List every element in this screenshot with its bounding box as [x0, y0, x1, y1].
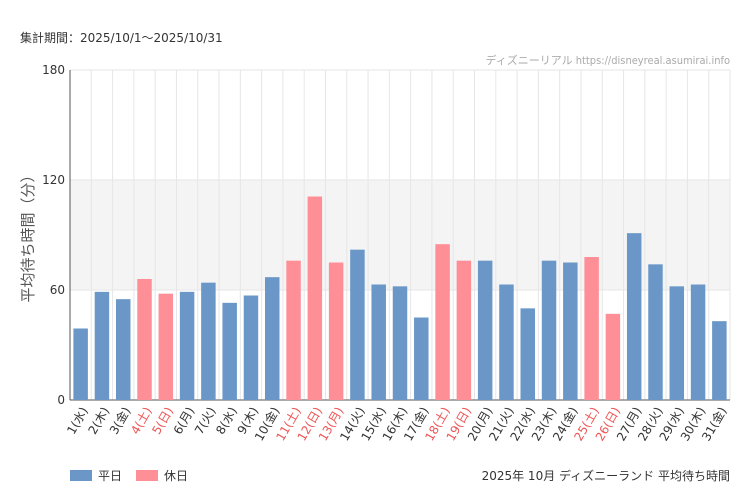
bar-3(金)[interactable]: [115, 299, 131, 400]
y-axis-title: 平均待ち時間（分）: [19, 167, 37, 302]
x-tick-label: 4(土): [128, 405, 155, 437]
bar-11(土)[interactable]: [286, 260, 301, 400]
bar-25(土)[interactable]: [584, 257, 599, 400]
bar-14(火)[interactable]: [350, 249, 365, 400]
bar-30(木)[interactable]: [690, 284, 706, 401]
bar-26(日)[interactable]: [605, 313, 621, 400]
bar-24(金)[interactable]: [563, 262, 578, 401]
bar-1(水)[interactable]: [73, 328, 88, 401]
y-tick-label: 180: [42, 63, 65, 77]
bar-23(木)[interactable]: [541, 260, 557, 400]
site-credit: ディズニーリアル https://disneyreal.asumirai.inf…: [485, 54, 730, 67]
y-tick-label: 120: [42, 173, 65, 187]
highlight-band: [70, 180, 730, 290]
legend-item-weekday[interactable]: 平日: [70, 467, 122, 484]
bar-2(木)[interactable]: [94, 291, 110, 400]
y-tick-label: 0: [57, 393, 65, 407]
bar-6(月)[interactable]: [179, 291, 195, 400]
bar-28(火)[interactable]: [648, 264, 663, 400]
legend-label-holiday: 休日: [164, 469, 189, 483]
bar-31(金)[interactable]: [712, 321, 727, 400]
x-tick-label: 6(月): [171, 405, 198, 437]
legend: 平日 休日: [70, 467, 188, 484]
bar-27(月)[interactable]: [626, 233, 642, 400]
legend-label-weekday: 平日: [98, 469, 123, 483]
period-label: 集計期間：2025/10/1〜2025/10/31: [20, 31, 223, 45]
bar-18(土)[interactable]: [435, 244, 450, 400]
x-tick-label: 8(水): [213, 405, 240, 437]
bar-16(木)[interactable]: [392, 286, 408, 400]
bar-8(水)[interactable]: [222, 302, 237, 400]
x-tick-label: 7(火): [192, 405, 219, 437]
legend-swatch-holiday: [136, 470, 159, 481]
bar-7(火)[interactable]: [201, 282, 216, 400]
bar-29(水)[interactable]: [669, 286, 685, 400]
bar-17(金)[interactable]: [414, 317, 429, 401]
bar-13(月)[interactable]: [328, 262, 344, 401]
bar-10(金)[interactable]: [265, 277, 280, 400]
bar-19(日)[interactable]: [456, 260, 472, 400]
bar-20(月)[interactable]: [477, 260, 493, 400]
bar-12(日)[interactable]: [307, 196, 323, 401]
x-tick-label: 5(日): [149, 405, 176, 437]
bar-5(日)[interactable]: [158, 293, 174, 400]
chart-footer-title: 2025年 10月 ディズニーランド 平均待ち時間: [481, 469, 730, 483]
bar-4(土)[interactable]: [137, 279, 152, 400]
bar-9(木)[interactable]: [243, 295, 259, 401]
bar-21(火)[interactable]: [499, 284, 514, 401]
legend-swatch-weekday: [70, 470, 92, 481]
x-tick-label: 1(水): [64, 405, 91, 437]
bar-22(水)[interactable]: [520, 308, 535, 400]
y-tick-label: 60: [50, 283, 65, 297]
x-tick-label: 2(木): [86, 405, 113, 437]
bar-15(水)[interactable]: [371, 284, 386, 401]
legend-item-holiday[interactable]: 休日: [136, 467, 188, 484]
x-tick-label: 3(金): [106, 404, 133, 437]
